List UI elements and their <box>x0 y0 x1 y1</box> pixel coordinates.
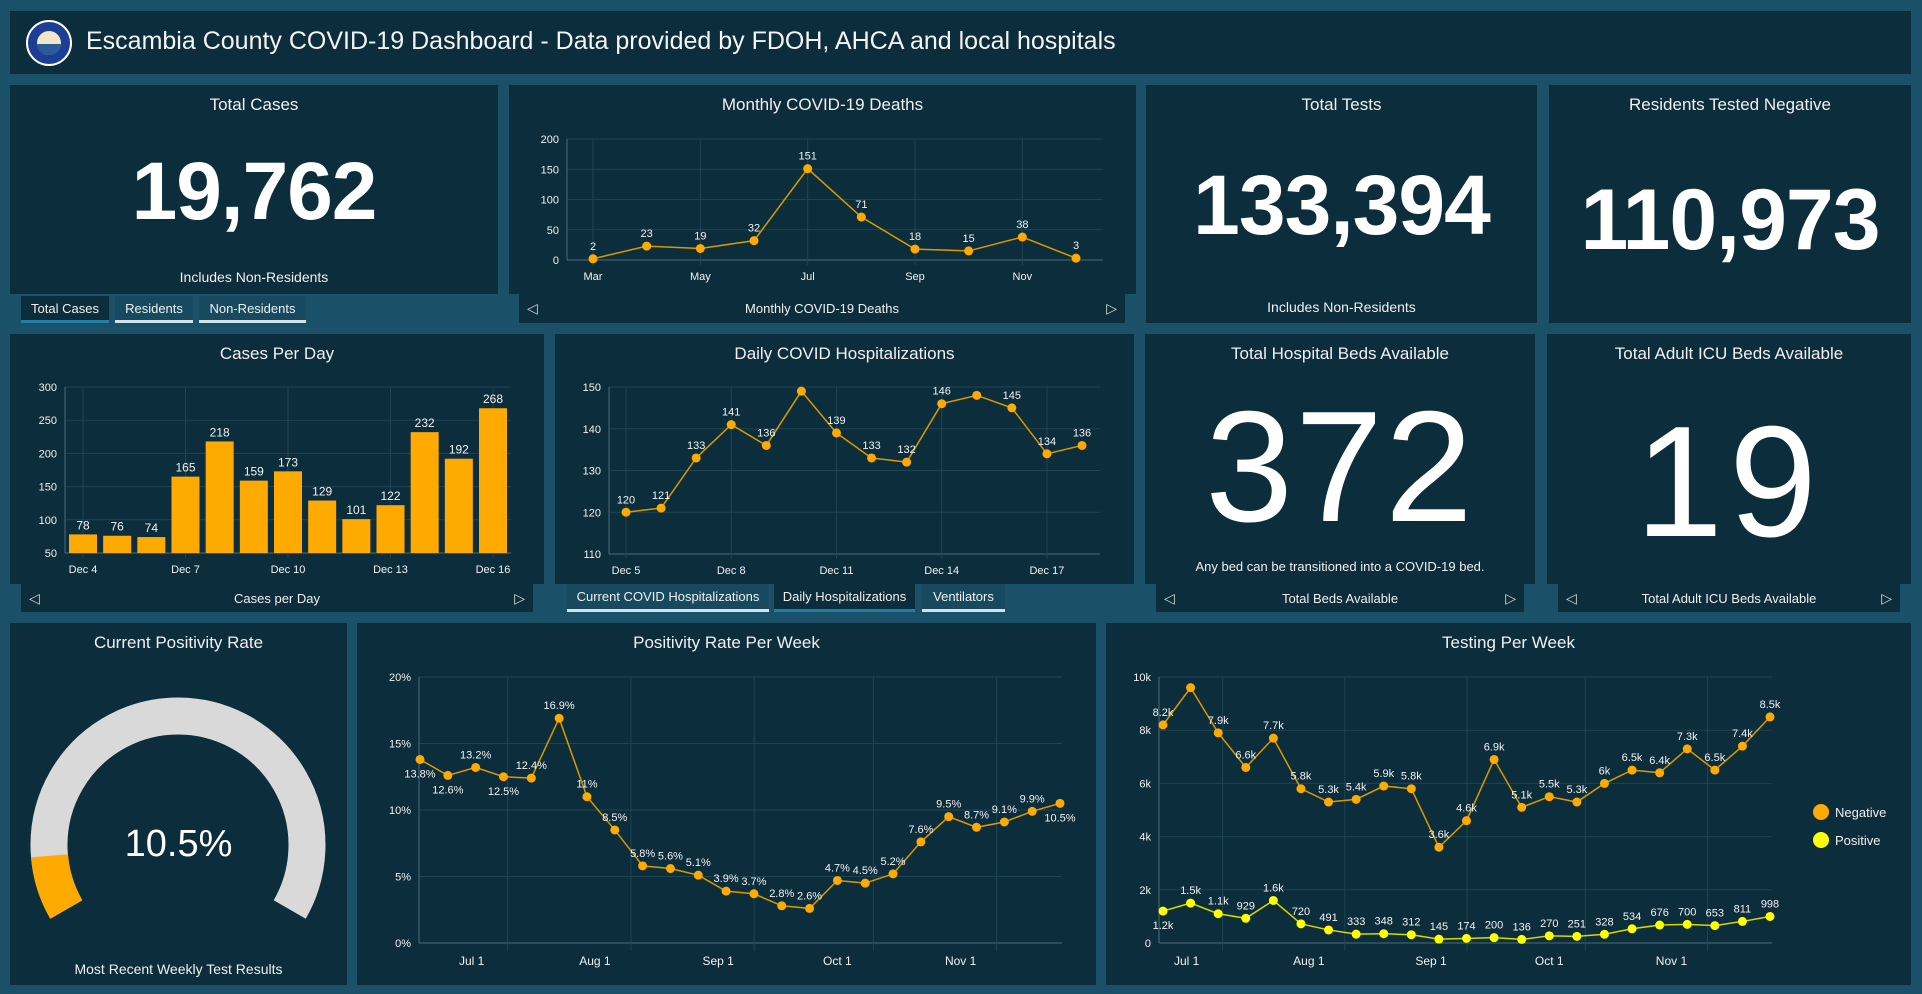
total-cases-panel: Total Cases 19,762 Includes Non-Resident… <box>10 85 498 294</box>
tab-ventilators[interactable]: Ventilators <box>922 584 1005 612</box>
cases-per-day-panel: Cases Per Day <box>10 334 544 584</box>
total-tests-panel: Total Tests 133,394 Includes Non-Residen… <box>1146 85 1537 323</box>
panel-title: Testing Per Week <box>1442 633 1575 652</box>
cases-nav: ◁ Cases per Day ▷ <box>21 584 533 612</box>
beds-note: Any bed can be transitioned into a COVID… <box>1195 559 1485 574</box>
positivity-week-panel: Positivity Rate Per Week <box>357 623 1096 985</box>
hospitalizations-panel: Daily COVID Hospitalizations <box>555 334 1134 584</box>
gauge-note: Most Recent Weekly Test Results <box>74 961 283 977</box>
next-arrow-icon[interactable]: ▷ <box>514 589 525 606</box>
county-logo <box>26 20 72 66</box>
panel-title: Total Tests <box>1301 95 1382 114</box>
nav-label: Monthly COVID-19 Deaths <box>745 301 899 316</box>
monthly-deaths-panel: Monthly COVID-19 Deaths <box>509 85 1136 294</box>
panel-title: Current Positivity Rate <box>93 633 264 652</box>
next-arrow-icon[interactable]: ▷ <box>1106 300 1117 316</box>
nav-label: Total Beds Available <box>1281 590 1399 606</box>
panel-title: Residents Tested Negative <box>1629 95 1831 114</box>
prev-arrow-icon[interactable]: ◁ <box>29 589 40 606</box>
page-title: Escambia County COVID-19 Dashboard - Dat… <box>86 27 1116 55</box>
legend-positive[interactable]: Positive <box>1813 832 1881 848</box>
tab-daily-hospitalizations[interactable]: Daily Hospitalizations <box>774 584 915 612</box>
beds-value: 372 <box>1205 379 1475 555</box>
tab-current-hospitalizations[interactable]: Current COVID Hospitalizations <box>567 584 769 612</box>
gauge-value: 10.5% <box>124 823 233 865</box>
header-bar: Escambia County COVID-19 Dashboard - Dat… <box>10 11 1911 74</box>
legend-negative[interactable]: Negative <box>1813 804 1886 820</box>
nav-label: Cases per Day <box>234 590 320 606</box>
legend-label: Positive <box>1835 832 1881 848</box>
total-cases-value: 19,762 <box>131 146 378 237</box>
icu-beds-panel: Total Adult ICU Beds Available 19 <box>1547 334 1911 584</box>
deaths-nav: ◁ Monthly COVID-19 Deaths ▷ <box>519 294 1125 323</box>
prev-arrow-icon[interactable]: ◁ <box>527 300 538 316</box>
hospital-beds-panel: Total Hospital Beds Available 372 Any be… <box>1145 334 1535 584</box>
tab-residents[interactable]: Residents <box>115 296 193 323</box>
panel-title: Total Hospital Beds Available <box>1231 344 1449 363</box>
panel-title: Daily COVID Hospitalizations <box>734 344 955 363</box>
icu-value: 19 <box>1635 394 1823 570</box>
prev-arrow-icon[interactable]: ◁ <box>1164 589 1175 606</box>
legend-swatch-positive <box>1813 832 1829 848</box>
panel-title: Monthly COVID-19 Deaths <box>721 95 924 114</box>
next-arrow-icon[interactable]: ▷ <box>1881 589 1892 606</box>
positivity-gauge-panel: Current Positivity Rate 10.5% Most Recen… <box>10 623 347 985</box>
testing-week-panel: Testing Per Week <box>1106 623 1911 985</box>
total-cases-note: Includes Non-Residents <box>179 269 329 285</box>
prev-arrow-icon[interactable]: ◁ <box>1566 589 1577 606</box>
panel-title: Positivity Rate Per Week <box>633 633 820 652</box>
next-arrow-icon[interactable]: ▷ <box>1505 589 1516 606</box>
panel-title: Cases Per Day <box>219 344 335 363</box>
panel-title: Total Adult ICU Beds Available <box>1614 344 1844 363</box>
nav-label: Total Adult ICU Beds Available <box>1641 590 1817 606</box>
total-tests-note: Includes Non-Residents <box>1267 299 1416 315</box>
legend-label: Negative <box>1835 804 1887 820</box>
tab-total-cases[interactable]: Total Cases <box>21 296 109 323</box>
legend-swatch-negative <box>1813 804 1829 820</box>
tab-non-residents[interactable]: Non-Residents <box>199 296 306 323</box>
panel-title: Total Cases <box>209 95 299 114</box>
icu-nav: ◁ Total Adult ICU Beds Available ▷ <box>1558 584 1900 612</box>
beds-nav: ◁ Total Beds Available ▷ <box>1156 584 1524 612</box>
negative-panel: Residents Tested Negative 110,973 <box>1549 85 1911 323</box>
negative-value: 110,973 <box>1580 172 1880 268</box>
total-tests-value: 133,394 <box>1193 158 1491 252</box>
